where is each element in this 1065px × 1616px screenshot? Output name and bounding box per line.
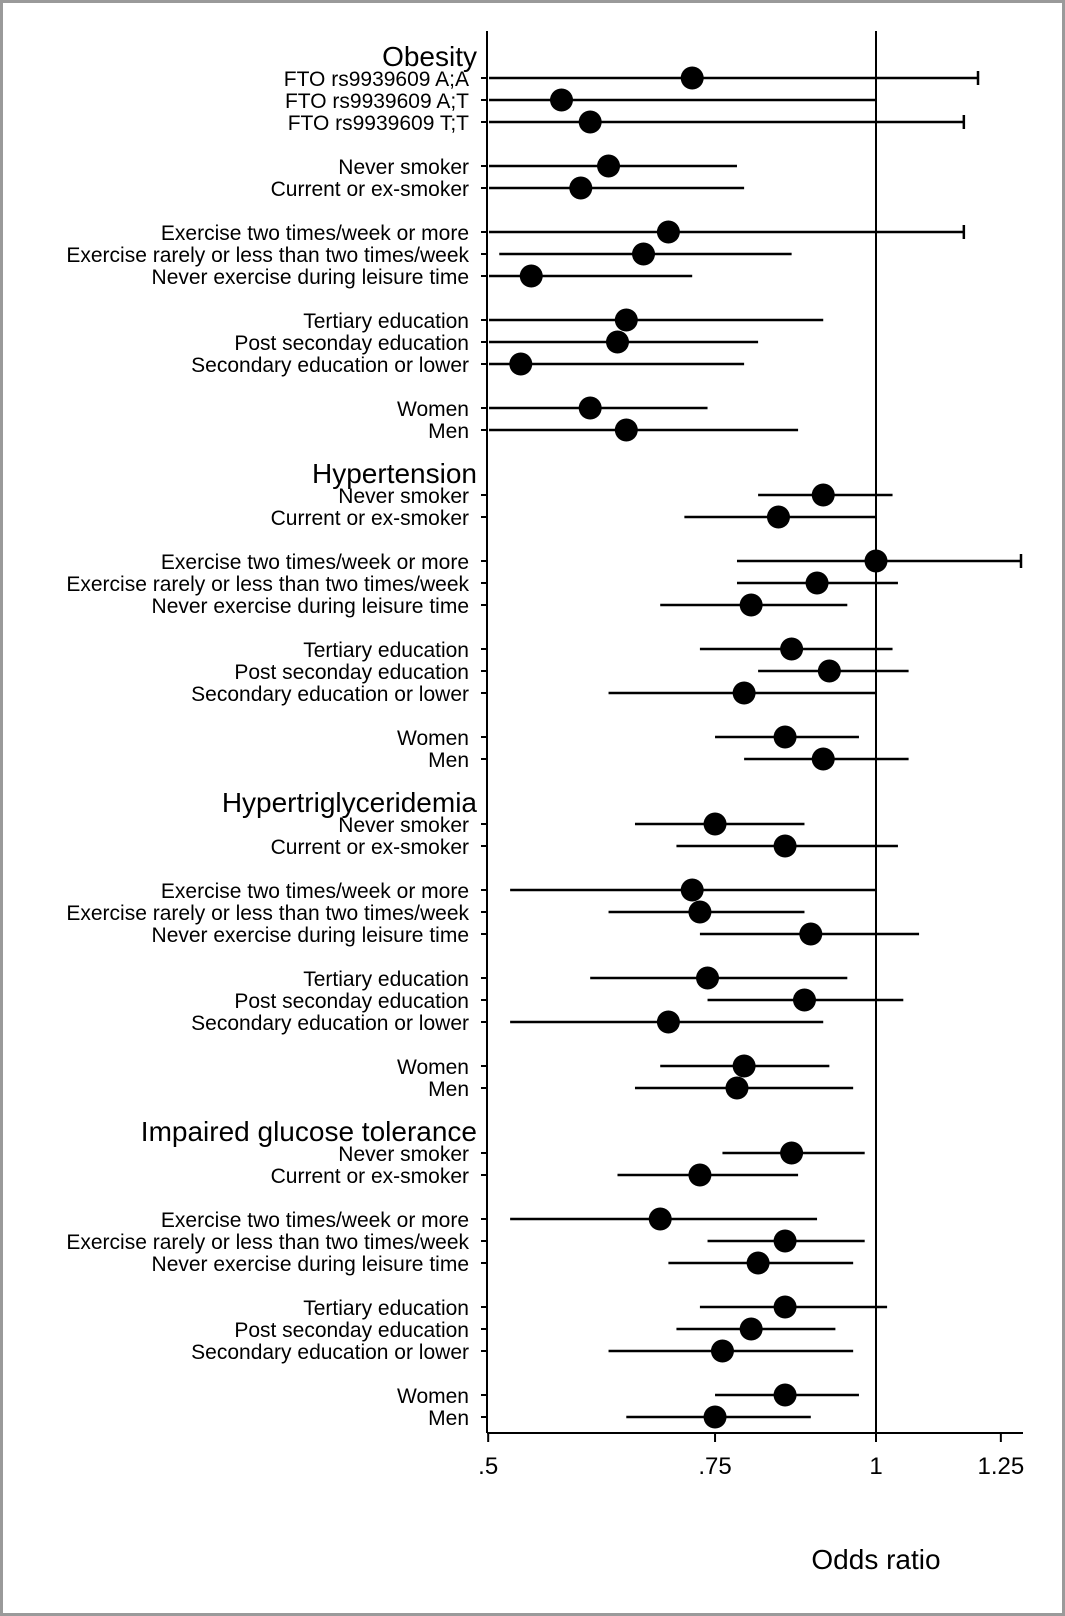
row-label: Post seconday education (234, 661, 469, 684)
row-label: Women (397, 1056, 469, 1079)
point-estimate (739, 1317, 763, 1341)
point-estimate (780, 637, 804, 661)
row-label: Men (428, 420, 469, 443)
plot-marks (489, 66, 1023, 1429)
point-estimate (680, 66, 704, 90)
row-label: Exercise two times/week or more (161, 222, 469, 245)
point-estimate (732, 1054, 756, 1078)
row-label: Exercise two times/week or more (161, 1209, 469, 1232)
row-label: Women (397, 1385, 469, 1408)
x-tick-label: 1.25 (977, 1453, 1024, 1480)
point-estimate (549, 88, 573, 112)
point-estimate (509, 352, 533, 376)
row-label: Current or ex-smoker (271, 507, 469, 530)
point-estimate (680, 878, 704, 902)
point-estimate (739, 593, 763, 617)
row-label: Never smoker (338, 156, 469, 179)
row-label: Exercise two times/week or more (161, 551, 469, 574)
point-estimate (614, 418, 638, 442)
point-estimate (773, 834, 797, 858)
group-title: Hypertension (312, 458, 477, 489)
point-estimate (817, 659, 841, 683)
point-estimate (656, 220, 680, 244)
row-label: Never exercise during leisure time (152, 266, 469, 289)
row-label: Secondary education or lower (191, 354, 469, 377)
row-label: Post seconday education (234, 990, 469, 1013)
row-label: FTO rs9939609 A;A (284, 68, 469, 91)
point-estimate (773, 1229, 797, 1253)
x-tick-label: .5 (478, 1453, 498, 1480)
point-estimate (648, 1207, 672, 1231)
row-label: Women (397, 727, 469, 750)
row-label: Tertiary education (303, 1297, 469, 1320)
row-label: Men (428, 1407, 469, 1430)
row-label: Never exercise during leisure time (152, 1253, 469, 1276)
point-estimate (805, 571, 829, 595)
row-label: Never smoker (338, 485, 469, 508)
point-estimate (792, 988, 816, 1012)
row-label: Exercise rarely or less than two times/w… (66, 1231, 469, 1254)
group-title: Impaired glucose tolerance (141, 1116, 477, 1147)
row-label: FTO rs9939609 T;T (288, 112, 469, 135)
point-estimate (780, 1141, 804, 1165)
row-label: Exercise two times/week or more (161, 880, 469, 903)
row-label: Never smoker (338, 1143, 469, 1166)
row-label: Exercise rarely or less than two times/w… (66, 244, 469, 267)
row-label: Post seconday education (234, 1319, 469, 1342)
row-label: Post seconday education (234, 332, 469, 355)
point-estimate (773, 1295, 797, 1319)
point-estimate (703, 812, 727, 836)
point-estimate (614, 308, 638, 332)
group-title: Obesity (382, 41, 477, 72)
point-estimate (656, 1010, 680, 1034)
row-label: Secondary education or lower (191, 683, 469, 706)
row-label: Current or ex-smoker (271, 178, 469, 201)
point-estimate (688, 900, 712, 924)
x-axis-title: Odds ratio (811, 1544, 940, 1575)
row-label: Tertiary education (303, 968, 469, 991)
row-label: Tertiary education (303, 639, 469, 662)
point-estimate (811, 483, 835, 507)
point-estimate (597, 154, 621, 178)
row-label: Men (428, 749, 469, 772)
point-estimate (696, 966, 720, 990)
point-estimate (811, 747, 835, 771)
x-tick-label: .75 (698, 1453, 731, 1480)
row-label: Never exercise during leisure time (152, 924, 469, 947)
point-estimate (710, 1339, 734, 1363)
row-label: FTO rs9939609 A;T (285, 90, 469, 113)
point-estimate (732, 681, 756, 705)
point-estimate (632, 242, 656, 266)
point-estimate (578, 396, 602, 420)
point-estimate (766, 505, 790, 529)
row-label: Current or ex-smoker (271, 836, 469, 859)
row-label: Secondary education or lower (191, 1012, 469, 1035)
row-label: Secondary education or lower (191, 1341, 469, 1364)
point-estimate (773, 1383, 797, 1407)
row-label: Exercise rarely or less than two times/w… (66, 902, 469, 925)
row-label: Current or ex-smoker (271, 1165, 469, 1188)
point-estimate (799, 922, 823, 946)
point-estimate (569, 176, 593, 200)
row-label: Never exercise during leisure time (152, 595, 469, 618)
row-label: Exercise rarely or less than two times/w… (66, 573, 469, 596)
point-estimate (519, 264, 543, 288)
point-estimate (605, 330, 629, 354)
point-estimate (773, 725, 797, 749)
point-estimate (578, 110, 602, 134)
point-estimate (688, 1163, 712, 1187)
row-label: Women (397, 398, 469, 421)
row-label: Tertiary education (303, 310, 469, 333)
x-tick-label: 1 (869, 1453, 882, 1480)
group-title: Hypertriglyceridemia (222, 787, 478, 818)
point-estimate (703, 1405, 727, 1429)
point-estimate (746, 1251, 770, 1275)
row-label: Men (428, 1078, 469, 1101)
point-estimate (725, 1076, 749, 1100)
row-label: Never smoker (338, 814, 469, 837)
